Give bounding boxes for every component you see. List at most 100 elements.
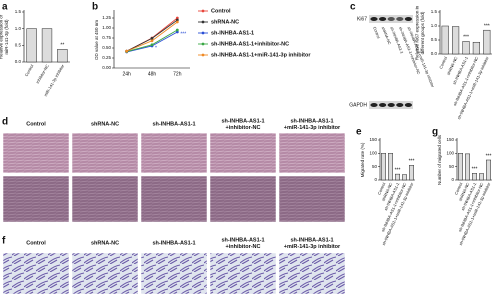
- panel-label: f: [2, 236, 6, 247]
- point: [175, 28, 179, 32]
- legend-label: sh-INHBA-AS1-1+inhibitor-NC: [211, 41, 289, 47]
- micrograph: [140, 175, 208, 223]
- bar: [483, 29, 491, 55]
- micrograph: [2, 132, 70, 174]
- bar: [462, 41, 470, 55]
- y-axis-label: different groups (fold): [420, 11, 425, 54]
- y-tick-label: 0.25: [102, 55, 111, 60]
- y-tick-label: 1.0: [431, 23, 438, 28]
- y-tick-label: 1.25: [102, 15, 111, 20]
- y-tick-label: 150: [369, 137, 377, 142]
- y-tick-label: 0.5: [15, 43, 22, 48]
- significance: ***: [409, 159, 415, 165]
- band-label: GAPDH: [349, 102, 367, 108]
- blot-band: [396, 103, 404, 107]
- lane-label: shRNA-NC: [381, 26, 392, 45]
- point: [125, 49, 129, 53]
- band-label: Ki67: [357, 16, 367, 22]
- panel-label: d: [2, 117, 8, 128]
- micrograph: [71, 252, 139, 295]
- bar: [479, 173, 484, 181]
- y-tick-label: 50: [449, 164, 455, 169]
- micrograph: [71, 175, 139, 223]
- blot-band: [404, 17, 412, 21]
- y-tick-label: 0.50: [102, 45, 111, 50]
- y-tick-label: 1.5: [15, 9, 22, 14]
- point: [175, 30, 179, 34]
- x-tick-label: Control: [453, 182, 463, 196]
- micrograph: [71, 132, 139, 174]
- column-label: +inhibitor-NC: [226, 125, 261, 131]
- y-tick-label: 0: [451, 177, 454, 182]
- point: [150, 43, 154, 47]
- panel-label: g: [432, 127, 438, 138]
- micrograph: [2, 175, 70, 223]
- point: [175, 16, 179, 20]
- blot-band: [379, 103, 387, 107]
- y-axis-label: Relative expression of: [0, 14, 4, 59]
- panel-label: b: [92, 2, 98, 13]
- significance: ***: [484, 24, 490, 30]
- micrograph: [278, 132, 346, 174]
- y-tick-label: 100: [369, 151, 377, 156]
- x-tick-label: Control: [24, 63, 35, 77]
- column-label: Control: [26, 121, 46, 127]
- point: [150, 39, 154, 43]
- significance: ***: [472, 167, 478, 173]
- y-axis-label: Number of migrated cells: [437, 134, 442, 185]
- micrograph: [2, 252, 70, 295]
- legend-marker: [201, 20, 205, 24]
- x-tick-label: Control: [438, 56, 448, 70]
- significance: ***: [395, 167, 401, 173]
- blot-band: [379, 17, 387, 21]
- blot-band: [404, 103, 412, 107]
- blot-band: [387, 17, 395, 21]
- y-axis-label: OD value at 450 nm: [94, 20, 99, 60]
- blot-band: [396, 17, 404, 21]
- y-tick-label: 0.75: [102, 35, 111, 40]
- significance: *: [155, 45, 157, 51]
- point: [150, 37, 154, 40]
- column-label: sh-INHBA-AS1-1: [152, 121, 195, 127]
- micrograph: [209, 252, 277, 295]
- legend-marker: [201, 42, 205, 46]
- blot-band: [387, 103, 395, 107]
- panel-label: a: [2, 2, 8, 13]
- bar: [441, 25, 449, 55]
- column-label: sh-INHBA-AS1-1: [221, 118, 264, 124]
- micrograph: [209, 175, 277, 223]
- y-axis-label: Relative Ki67 expression in: [415, 5, 420, 60]
- bar: [458, 153, 463, 181]
- significance: **: [60, 43, 64, 49]
- bar: [452, 26, 460, 55]
- y-tick-label: 0.00: [102, 65, 111, 70]
- legend-marker: [201, 53, 205, 57]
- column-label: Control: [26, 240, 46, 246]
- legend-label: sh-INHBA-AS1-1+miR-141-3p inhibitor: [211, 52, 311, 58]
- micrograph: [140, 132, 208, 174]
- significance: ***: [463, 35, 469, 41]
- x-tick-label: Control: [376, 182, 386, 196]
- column-label: +miR-141-3p inhibitor: [284, 125, 341, 131]
- y-tick-label: 0.5: [431, 37, 438, 42]
- y-tick-label: 1.5: [431, 9, 438, 14]
- legend-label: shRNA-NC: [211, 19, 239, 25]
- y-tick-label: 0.0: [431, 51, 438, 56]
- bar: [395, 173, 400, 181]
- micrograph: [140, 252, 208, 295]
- y-axis-label: Migrated rate (%): [360, 142, 365, 177]
- panel-label: c: [350, 2, 356, 13]
- column-label: shRNA-NC: [91, 121, 119, 127]
- column-label: sh-INHBA-AS1-1: [290, 118, 333, 124]
- bar: [402, 174, 407, 181]
- x-tick-label: 48h: [148, 71, 157, 77]
- micrograph: [278, 252, 346, 295]
- bar: [57, 49, 68, 63]
- x-tick-label: 72h: [173, 71, 182, 77]
- column-label: sh-INHBA-AS1-1: [290, 237, 333, 243]
- bar: [465, 153, 470, 181]
- y-tick-label: 1.00: [102, 25, 111, 30]
- point: [175, 18, 179, 22]
- point: [175, 20, 179, 24]
